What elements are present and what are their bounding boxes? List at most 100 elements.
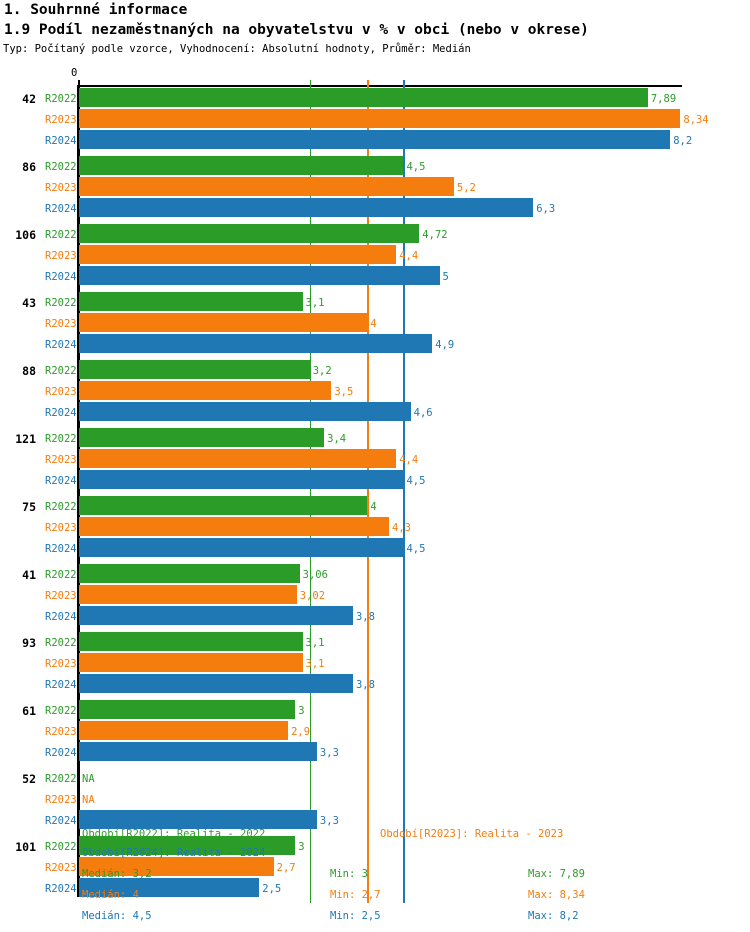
series-label-R2023-42: R2023 — [45, 114, 77, 126]
bar-R2023-106[interactable] — [79, 245, 397, 264]
bar-R2022-88[interactable] — [79, 360, 310, 379]
bar-R2022-75[interactable] — [79, 496, 368, 515]
bar-R2024-42[interactable] — [79, 130, 671, 149]
bar-value-R2023-88: 3,5 — [334, 386, 354, 398]
bar-value-R2023-41: 3,02 — [299, 590, 326, 602]
bar-R2024-88[interactable] — [79, 402, 411, 421]
bar-R2022-93[interactable] — [79, 632, 303, 651]
bar-R2023-75[interactable] — [79, 517, 390, 536]
series-label-R2022-101: R2022 — [45, 841, 77, 853]
series-label-R2023-43: R2023 — [45, 318, 77, 330]
stats-r2022-max: Max: 7,89 — [528, 868, 585, 880]
bar-R2022-86[interactable] — [79, 156, 404, 175]
bar-R2024-106[interactable] — [79, 266, 440, 285]
bar-R2024-52[interactable] — [79, 810, 317, 829]
stats-r2024-median: Medián: 4,5 — [82, 910, 152, 922]
reference-line-median-r2022 — [309, 80, 312, 903]
bar-R2024-75[interactable] — [79, 538, 404, 557]
bar-R2023-93[interactable] — [79, 653, 303, 672]
bar-R2023-121[interactable] — [79, 449, 397, 468]
bar-R2023-42[interactable] — [79, 109, 681, 128]
bar-R2022-101[interactable] — [79, 836, 296, 855]
bar-value-R2024-93: 3,8 — [355, 679, 375, 691]
bar-value-R2022-121: 3,4 — [327, 433, 347, 445]
bar-value-R2024-43: 4,9 — [435, 339, 455, 351]
bar-value-na-R2023-52: NA — [82, 794, 95, 806]
bar-R2022-43[interactable] — [79, 292, 303, 311]
group-label-106: 106 — [15, 228, 36, 242]
stats-r2024-max: Max: 8,2 — [528, 910, 579, 922]
series-label-R2024-86: R2024 — [45, 203, 77, 215]
bar-value-R2023-42: 8,34 — [683, 114, 709, 126]
series-label-R2022-52: R2022 — [45, 773, 77, 785]
bar-value-R2023-101: 2,7 — [276, 862, 296, 874]
group-label-88: 88 — [22, 364, 36, 378]
stats-r2023-median: Medián: 4 — [82, 889, 139, 901]
bar-value-R2023-86: 5,2 — [456, 182, 476, 194]
series-label-R2022-61: R2022 — [45, 705, 77, 717]
chart-title: 1.9 Podíl nezaměstnaných na obyvatelstvu… — [4, 22, 589, 38]
series-label-R2024-42: R2024 — [45, 135, 77, 147]
bar-R2024-93[interactable] — [79, 674, 353, 693]
series-label-R2023-52: R2023 — [45, 794, 77, 806]
series-label-R2022-93: R2022 — [45, 637, 77, 649]
series-label-R2023-86: R2023 — [45, 182, 77, 194]
bar-R2022-41[interactable] — [79, 564, 300, 583]
bar-R2023-88[interactable] — [79, 381, 332, 400]
series-label-R2024-106: R2024 — [45, 271, 77, 283]
bar-R2022-42[interactable] — [79, 88, 648, 107]
bar-value-R2023-93: 3,1 — [305, 658, 325, 670]
bar-value-R2022-42: 7,89 — [650, 93, 677, 105]
series-label-R2024-93: R2024 — [45, 679, 77, 691]
series-label-R2024-75: R2024 — [45, 543, 77, 555]
bar-R2024-41[interactable] — [79, 606, 353, 625]
bar-R2023-41[interactable] — [79, 585, 297, 604]
stats-r2022-min: Min: 3 — [330, 868, 368, 880]
series-label-R2022-121: R2022 — [45, 433, 77, 445]
bar-R2023-43[interactable] — [79, 313, 368, 332]
axis-tick-label-0: 0 — [71, 67, 78, 79]
legend-r2022: Období[R2022]: Realita - 2022 — [82, 828, 266, 840]
series-label-R2024-121: R2024 — [45, 475, 77, 487]
bar-value-R2024-106: 5 — [442, 271, 449, 283]
series-label-R2023-93: R2023 — [45, 658, 77, 670]
bar-R2024-61[interactable] — [79, 742, 317, 761]
bar-R2022-106[interactable] — [79, 224, 420, 243]
series-label-R2023-88: R2023 — [45, 386, 77, 398]
bar-value-R2022-86: 4,5 — [406, 161, 426, 173]
stats-r2024-min: Min: 2,5 — [330, 910, 381, 922]
bar-R2024-101[interactable] — [79, 878, 260, 897]
bar-value-R2022-93: 3,1 — [305, 637, 325, 649]
bar-value-na-R2022-52: NA — [82, 773, 95, 785]
bar-R2023-61[interactable] — [79, 721, 289, 740]
bar-value-R2023-75: 4,3 — [392, 522, 411, 534]
bar-value-R2022-75: 4 — [370, 501, 377, 513]
series-label-R2024-52: R2024 — [45, 815, 77, 827]
page-title: 1. Souhrnné informace — [4, 2, 188, 18]
bar-R2024-121[interactable] — [79, 470, 404, 489]
bar-R2024-86[interactable] — [79, 198, 534, 217]
series-label-R2024-41: R2024 — [45, 611, 77, 623]
bar-value-R2022-43: 3,1 — [305, 297, 325, 309]
legend-r2023: Období[R2023]: Realita - 2023 — [380, 828, 564, 840]
bar-value-R2023-43: 4 — [370, 318, 377, 330]
bar-value-R2024-88: 4,6 — [413, 407, 433, 419]
bar-R2023-101[interactable] — [79, 857, 274, 876]
series-label-R2024-43: R2024 — [45, 339, 77, 351]
group-label-41: 41 — [22, 568, 36, 582]
bar-R2022-61[interactable] — [79, 700, 296, 719]
bar-value-R2024-42: 8,2 — [673, 135, 693, 147]
bar-R2024-43[interactable] — [79, 334, 433, 353]
stats-r2022-median: Medián: 3,2 — [82, 868, 152, 880]
series-label-R2022-88: R2022 — [45, 365, 77, 377]
series-label-R2024-61: R2024 — [45, 747, 77, 759]
bar-value-R2023-106: 4,4 — [399, 250, 419, 262]
series-label-R2023-41: R2023 — [45, 590, 77, 602]
series-label-R2024-101: R2024 — [45, 883, 77, 895]
bar-R2022-121[interactable] — [79, 428, 325, 447]
bar-R2023-86[interactable] — [79, 177, 454, 196]
series-label-R2022-42: R2022 — [45, 93, 77, 105]
axis-zero-tick — [78, 80, 80, 86]
